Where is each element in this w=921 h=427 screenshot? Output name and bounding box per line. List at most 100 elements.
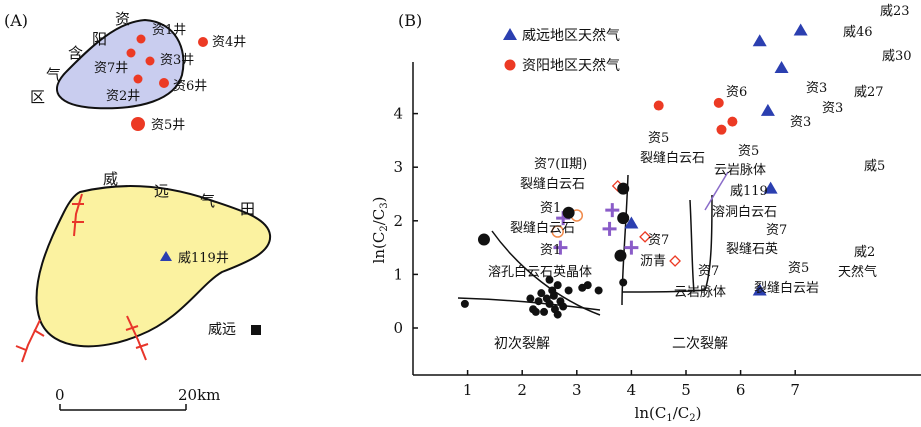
well-zi7-label: 资7井 bbox=[94, 61, 128, 76]
data-point-black-dot-4 bbox=[540, 307, 549, 316]
anno-zi7-bitumen-line1: 资7 bbox=[648, 233, 669, 248]
anno-zi1-frac-line2: 裂缝白云石 bbox=[510, 220, 575, 236]
anno-zi5-fracrock-line1: 资5 bbox=[788, 261, 809, 276]
anno-wei119-line2: 溶洞白云石 bbox=[712, 204, 777, 220]
weiyuan-char-4: 田 bbox=[240, 200, 255, 218]
primary-cracking-upper-curve bbox=[491, 230, 601, 316]
data-point-triangle-3 bbox=[763, 181, 778, 194]
legend-weiyuan-label: 威远地区天然气 bbox=[522, 27, 620, 44]
x-axis-label: ln(C1/C2) bbox=[635, 404, 702, 424]
scale-start-label: 0 bbox=[55, 386, 65, 404]
data-point-diamond-1 bbox=[639, 230, 651, 243]
data-point-black-dot-24 bbox=[617, 212, 630, 225]
pt-label-wei5: 威5 bbox=[864, 159, 885, 174]
panel-b: (B) 威远地区天然气 资阳地区天然气 1 2 3 4 5 6 7 0 1 2 3 4 ln(C2/C… bbox=[370, 4, 921, 424]
data-point-black-dot-18 bbox=[564, 286, 573, 295]
data-point-black-dot-8 bbox=[537, 289, 546, 298]
well-zi6-label: 资6井 bbox=[173, 79, 207, 94]
x-tick-label-2: 2 bbox=[517, 381, 527, 399]
data-point-triangle-0 bbox=[752, 34, 767, 47]
weiyuan-town-label: 威远 bbox=[208, 322, 236, 338]
pt-label-zi3c: 资3 bbox=[790, 115, 811, 130]
anno-wei2-line1: 威2 bbox=[854, 245, 875, 260]
anno-wei2-line2: 天然气 bbox=[838, 264, 877, 280]
anno-zi1-frac-line1: 资1 bbox=[540, 201, 561, 216]
well-zi2-label: 资2井 bbox=[106, 89, 140, 104]
panel-a-label: (A) bbox=[4, 11, 28, 30]
anno-zi5-vein-line2: 云岩脉体 bbox=[714, 163, 766, 178]
x-tick-label-5: 5 bbox=[681, 381, 691, 399]
annotations: 资1 溶孔白云石英晶体 资1 裂缝白云石 资7(Ⅱ期) 裂缝白云石 资5 裂缝白… bbox=[488, 131, 877, 300]
panel-b-label: (B) bbox=[398, 11, 422, 30]
data-point-plus-4 bbox=[624, 240, 639, 255]
ziyang-char-4: 气 bbox=[46, 66, 61, 84]
data-point-triangle-4 bbox=[752, 283, 767, 296]
data-point-black-dot-10 bbox=[526, 294, 535, 303]
anno-zi7-vein-line1: 资7 bbox=[698, 264, 719, 279]
data-point-triangle-2 bbox=[760, 103, 775, 116]
data-point-black-dot-26 bbox=[619, 278, 628, 287]
anno-wei119-line1: 威119 bbox=[730, 184, 768, 199]
anno-zi7-quartz-line1: 资7 bbox=[766, 223, 787, 238]
data-point-triangle-6 bbox=[624, 216, 639, 229]
legend-weiyuan-marker bbox=[503, 28, 517, 40]
data-point-plus-2 bbox=[605, 203, 620, 218]
data-point-black-dot-14 bbox=[531, 307, 540, 316]
anno-zi1-pore-line2: 溶孔白云石英晶体 bbox=[488, 264, 592, 280]
ziyang-char-3: 含 bbox=[68, 44, 83, 62]
x-tick-label-7: 7 bbox=[790, 381, 800, 399]
well-zi4-marker bbox=[198, 37, 208, 47]
y-axis-label: ln(C2/C3) bbox=[370, 197, 390, 264]
ziyang-char-1: 资 bbox=[115, 10, 130, 28]
y-tick-label-2: 2 bbox=[393, 212, 403, 230]
x-tick-label-4: 4 bbox=[627, 381, 637, 399]
y-tick-label-1: 1 bbox=[393, 265, 403, 283]
data-point-plus-3 bbox=[602, 221, 617, 236]
data-point-black-dot-15 bbox=[549, 291, 558, 300]
well-zi6-marker bbox=[159, 78, 169, 88]
secondary-cracking-label: 二次裂解 bbox=[672, 336, 728, 352]
x-tick-label-1: 1 bbox=[463, 381, 473, 399]
data-point-circle-0 bbox=[653, 100, 664, 111]
x-tick-label-3: 3 bbox=[572, 381, 582, 399]
legend-ziyang-marker bbox=[504, 59, 516, 71]
y-tick-label-4: 4 bbox=[393, 105, 403, 123]
secondary-cracking-horizontal bbox=[621, 194, 713, 293]
anno-zi7-quartz-line2: 裂缝石英 bbox=[726, 242, 778, 257]
pt-label-wei46: 威46 bbox=[843, 25, 873, 40]
data-point-circle-1 bbox=[713, 97, 724, 108]
weiyuan-region bbox=[35, 185, 272, 348]
well-zi2-marker bbox=[133, 74, 143, 84]
scale-end-label: 20km bbox=[178, 386, 220, 404]
anno-zi7-stage2-line2: 裂缝白云石 bbox=[520, 176, 585, 192]
secondary-cracking-right-vertical bbox=[689, 199, 695, 293]
y-tick-label-3: 3 bbox=[393, 158, 403, 176]
pt-label-zi3b: 资3 bbox=[822, 101, 843, 116]
well-zi3-marker bbox=[145, 56, 155, 66]
data-point-black-dot-17 bbox=[553, 281, 562, 290]
well-zi3-label: 资3井 bbox=[160, 53, 194, 68]
well-wei119-label: 威119井 bbox=[178, 251, 229, 266]
legend: 威远地区天然气 资阳地区天然气 bbox=[503, 27, 620, 74]
pt-label-wei27: 威27 bbox=[854, 85, 884, 100]
well-zi1-label: 资1井 bbox=[152, 23, 186, 38]
data-point-black-dot-23 bbox=[617, 182, 630, 195]
well-wei119-marker bbox=[160, 251, 172, 261]
data-point-black-dot-25 bbox=[614, 249, 627, 262]
well-zi7-marker bbox=[126, 48, 136, 58]
x-tick-label-6: 6 bbox=[736, 381, 746, 399]
legend-ziyang-label: 资阳地区天然气 bbox=[522, 57, 620, 74]
data-point-black-dot-21 bbox=[594, 286, 603, 295]
point-labels: 资6 资3 资3 资3 威46 威30 威27 威5 威23 bbox=[726, 4, 912, 174]
anno-zi5-fracdolo-line2: 裂缝白云石 bbox=[640, 150, 705, 166]
panel-a: (A) 资 阳 含 气 区 资1井 资4井 资7井 资3井 资2井 资6井 资5… bbox=[4, 10, 272, 411]
data-point-black-dot-11 bbox=[542, 294, 551, 303]
anno-zi5-fracdolo-line1: 资5 bbox=[648, 131, 669, 146]
weiyuan-char-3: 气 bbox=[200, 192, 215, 210]
primary-cracking-label: 初次裂解 bbox=[494, 335, 550, 352]
data-point-black-dot-1 bbox=[477, 233, 490, 246]
data-point-open-circle-0 bbox=[551, 225, 564, 238]
anno-zi7-bitumen-line2: 沥青 bbox=[640, 254, 666, 269]
data-point-diamond-2 bbox=[669, 255, 681, 267]
wei119-leader-line bbox=[704, 171, 729, 211]
